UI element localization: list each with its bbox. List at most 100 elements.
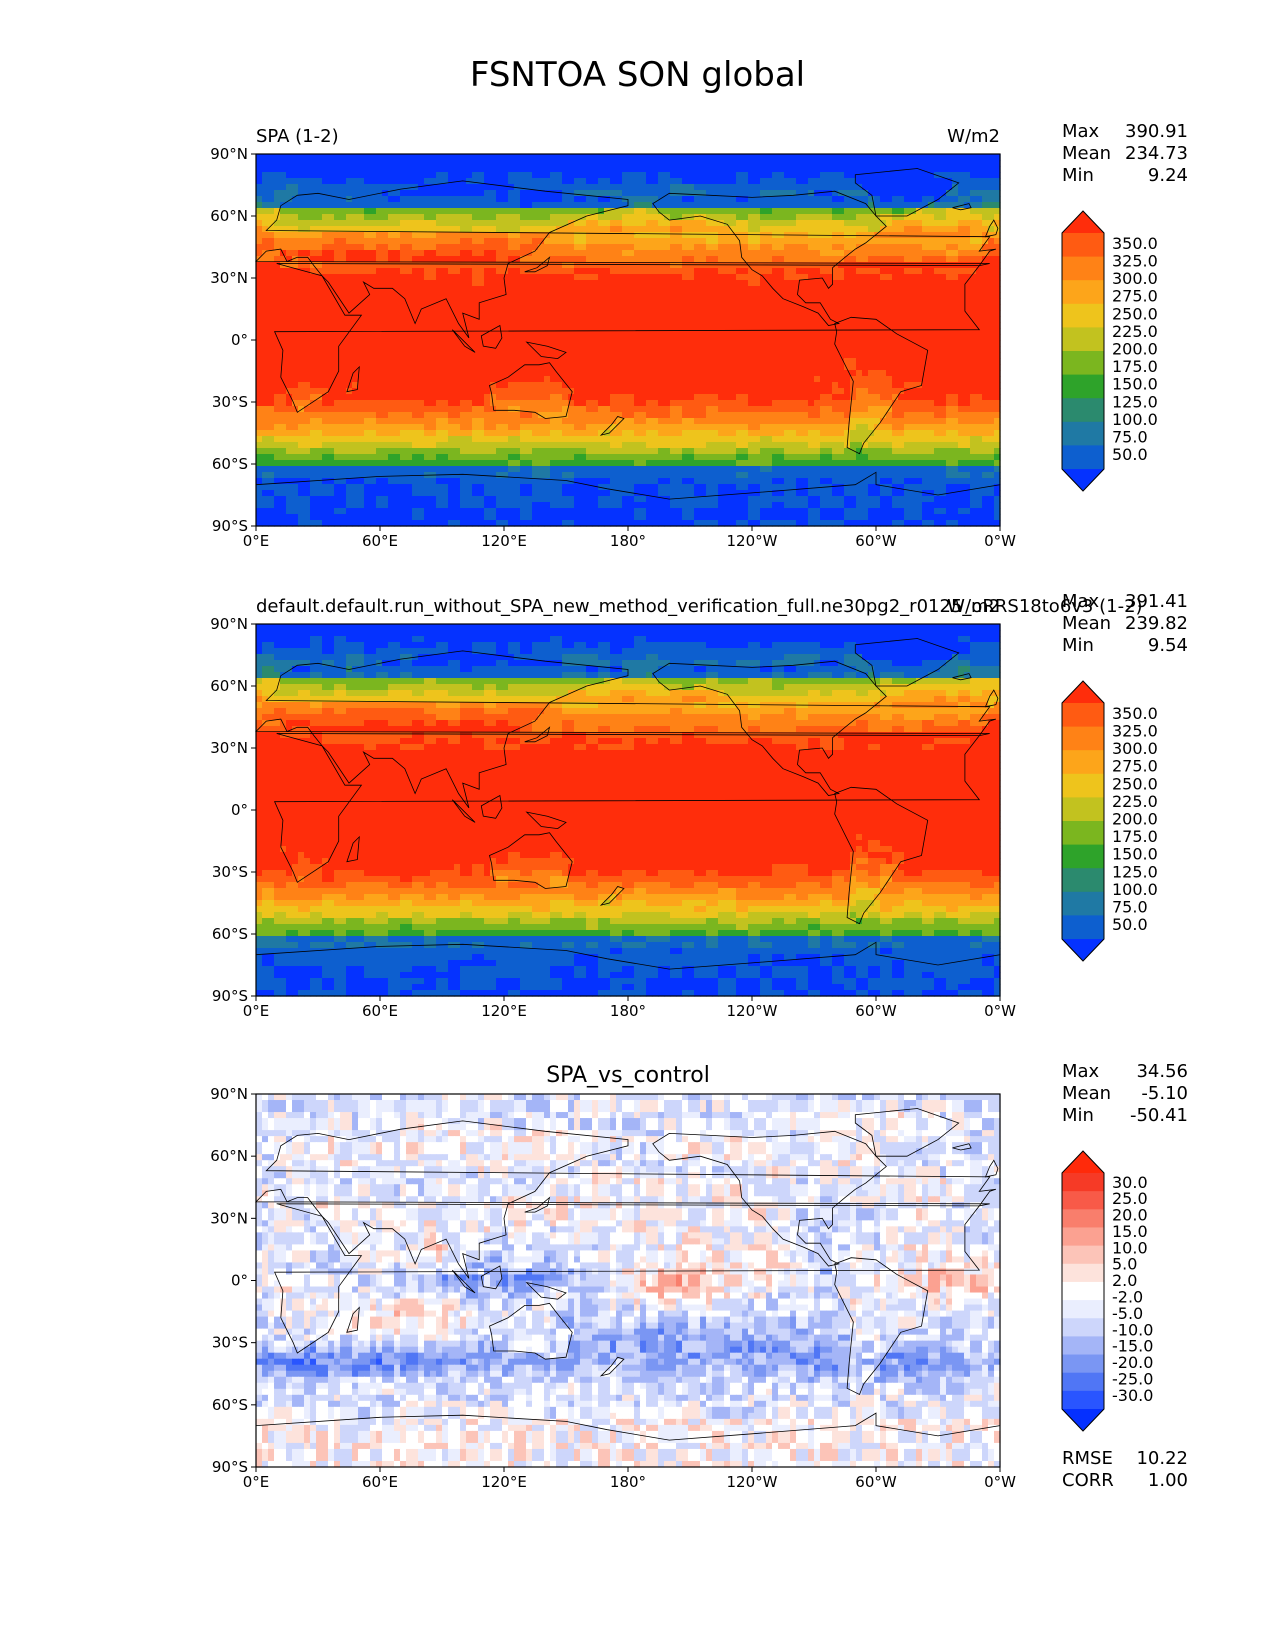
colorbar-level: 350.0 (1112, 704, 1158, 723)
stat-label: Mean (1062, 143, 1111, 164)
colorbar: 30.025.020.015.010.05.02.0-2.0-5.0-10.0-… (1062, 1151, 1153, 1431)
y-tick-label: 0° (231, 1272, 248, 1290)
y-tick-label: 90°S (212, 987, 248, 1005)
stat-value: 390.91 (1125, 121, 1188, 142)
y-tick-label: 30°N (210, 739, 248, 757)
colorbar-level: 125.0 (1112, 862, 1158, 881)
colorbar-level: 50.0 (1112, 915, 1148, 934)
colorbar-level: 275.0 (1112, 287, 1158, 306)
x-tick-label: 60°W (855, 532, 897, 550)
panel-units: W/m2 (947, 596, 1000, 617)
stat-value: 239.82 (1125, 613, 1188, 634)
map-field (256, 1094, 1001, 1468)
map-panel-2: 0°E 60°E 120°E 180° 120°W 60°W 0°W90°N60°N30°N… (210, 591, 1188, 1020)
x-tick-label: 60°E (362, 532, 398, 550)
y-tick-label: 60°S (212, 455, 248, 473)
y-tick-label: 30°N (210, 1209, 248, 1227)
colorbar-level: 175.0 (1112, 357, 1158, 376)
colorbar-level: 300.0 (1112, 739, 1158, 758)
colorbar-level: 200.0 (1112, 810, 1158, 829)
y-tick-label: 0° (231, 801, 248, 819)
colorbar-level: 300.0 (1112, 269, 1158, 288)
x-tick-label: 180° (610, 532, 646, 550)
panel-title: SPA_vs_control (546, 1063, 710, 1088)
stat-value: 9.24 (1148, 165, 1188, 186)
y-tick-label: 60°N (210, 1147, 248, 1165)
colorbar-level: 150.0 (1112, 845, 1158, 864)
stat-label: Mean (1062, 1083, 1111, 1104)
stat-label: Mean (1062, 613, 1111, 634)
colorbar-level: 200.0 (1112, 340, 1158, 359)
stat-label: Max (1062, 591, 1100, 612)
colorbar-level: 50.0 (1112, 445, 1148, 464)
stat-value: 391.41 (1125, 591, 1188, 612)
y-tick-label: 30°S (212, 393, 248, 411)
x-tick-label: 120°W (727, 1473, 778, 1491)
x-tick-label: 120°E (481, 1002, 527, 1020)
x-tick-label: 0°W (984, 1002, 1016, 1020)
colorbar-level: 100.0 (1112, 880, 1158, 899)
colorbar-level: 325.0 (1112, 721, 1158, 740)
colorbar: 350.0325.0300.0275.0250.0225.0200.0175.0… (1062, 681, 1158, 961)
colorbar-level: 100.0 (1112, 410, 1158, 429)
colorbar-level: 225.0 (1112, 322, 1158, 341)
y-tick-label: 30°N (210, 269, 248, 287)
y-tick-label: 60°N (210, 207, 248, 225)
x-tick-label: 0°W (984, 1473, 1016, 1491)
stat-label: Max (1062, 121, 1100, 142)
y-tick-label: 0° (231, 331, 248, 349)
y-tick-label: 90°S (212, 517, 248, 535)
colorbar-level: 175.0 (1112, 827, 1158, 846)
y-tick-label: 90°N (210, 1085, 248, 1103)
stat-value: 234.73 (1125, 143, 1188, 164)
stat-value: 10.22 (1136, 1448, 1188, 1469)
panel-left-label: default.default.run_without_SPA_new_meth… (256, 596, 1143, 617)
stat-value: 34.56 (1136, 1061, 1188, 1082)
colorbar: 350.0325.0300.0275.0250.0225.0200.0175.0… (1062, 211, 1158, 491)
y-tick-label: 30°S (212, 863, 248, 881)
stat-label: CORR (1062, 1470, 1114, 1491)
y-tick-label: 90°N (210, 615, 248, 633)
colorbar-level: 250.0 (1112, 774, 1158, 793)
y-tick-label: 60°N (210, 677, 248, 695)
x-tick-label: 60°E (362, 1473, 398, 1491)
y-tick-label: 90°S (212, 1458, 248, 1476)
colorbar-level: 75.0 (1112, 898, 1148, 917)
colorbar-level: 275.0 (1112, 757, 1158, 776)
panel-units: W/m2 (947, 126, 1000, 147)
colorbar-level: 350.0 (1112, 234, 1158, 253)
stat-label: Min (1062, 165, 1094, 186)
stat-label: Max (1062, 1061, 1100, 1082)
colorbar-level: 75.0 (1112, 428, 1148, 447)
x-tick-label: 60°W (855, 1002, 897, 1020)
colorbar-level: 225.0 (1112, 792, 1158, 811)
x-tick-label: 180° (610, 1473, 646, 1491)
x-tick-label: 120°W (727, 1002, 778, 1020)
colorbar-level: 150.0 (1112, 375, 1158, 394)
x-tick-label: 60°W (855, 1473, 897, 1491)
stat-value: 9.54 (1148, 635, 1188, 656)
stat-value: -5.10 (1141, 1083, 1188, 1104)
colorbar-level: 325.0 (1112, 251, 1158, 270)
y-tick-label: 60°S (212, 925, 248, 943)
colorbar-level: -30.0 (1112, 1386, 1153, 1405)
stat-label: RMSE (1062, 1448, 1113, 1469)
x-tick-label: 120°E (481, 1473, 527, 1491)
stat-value: 1.00 (1148, 1470, 1188, 1491)
y-tick-label: 90°N (210, 145, 248, 163)
colorbar-level: 250.0 (1112, 304, 1158, 323)
map-panel-1: 0°E 60°E 120°E 180° 120°W 60°W 0°W90°N60°N30°N… (210, 121, 1188, 550)
map-field (256, 624, 1001, 997)
x-tick-label: 120°W (727, 532, 778, 550)
y-tick-label: 60°S (212, 1396, 248, 1414)
x-tick-label: 60°E (362, 1002, 398, 1020)
stat-label: Min (1062, 635, 1094, 656)
stat-value: -50.41 (1130, 1105, 1188, 1126)
x-tick-label: 0°W (984, 532, 1016, 550)
x-tick-label: 180° (610, 1002, 646, 1020)
panel-left-label: SPA (1-2) (256, 126, 339, 147)
map-panel-3: 0°E 60°E 120°E 180° 120°W 60°W 0°W90°N60°N30°N… (210, 1061, 1188, 1491)
map-field (256, 154, 1001, 527)
stat-label: Min (1062, 1105, 1094, 1126)
